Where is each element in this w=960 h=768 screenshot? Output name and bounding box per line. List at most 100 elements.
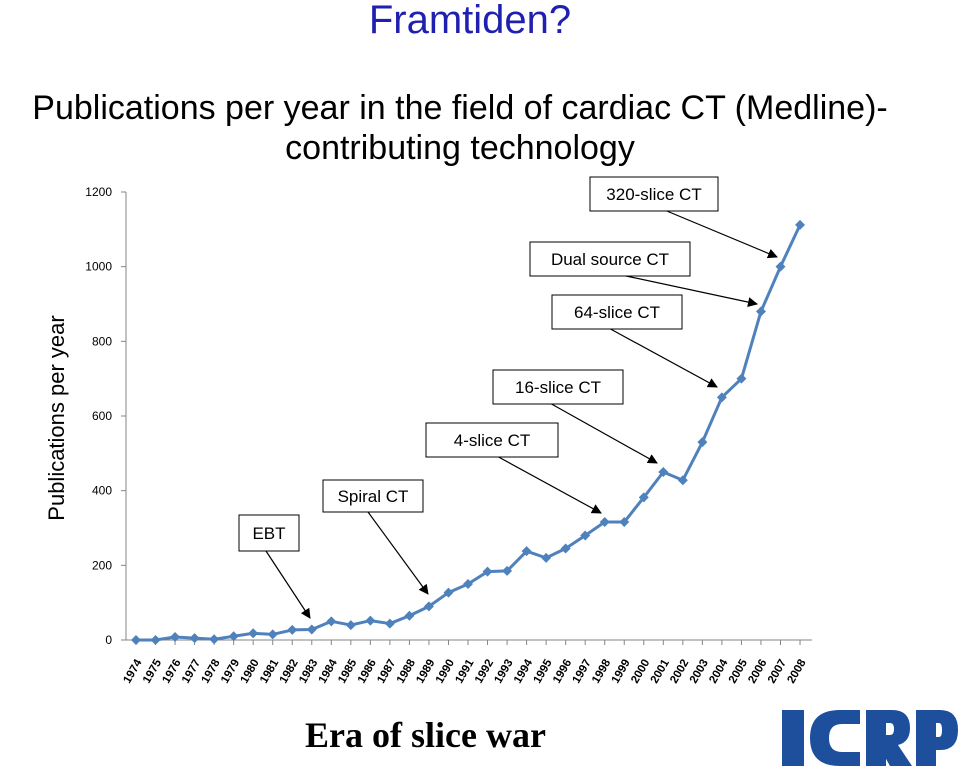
annotation-spiral-ct: Spiral CT — [322, 479, 429, 595]
data-point — [736, 373, 747, 384]
y-tick-label: 400 — [92, 484, 112, 498]
x-tick-label: 1975 — [141, 657, 164, 686]
data-point — [365, 615, 376, 626]
x-tick-label: 1997 — [571, 658, 594, 686]
data-point — [404, 610, 415, 621]
annotation-box — [529, 241, 691, 277]
chart-title: Publications per year in the field of ca… — [0, 88, 940, 168]
slide-title: Framtiden? — [368, 0, 572, 42]
x-tick-label: 1974 — [121, 657, 144, 686]
y-tick-label: 1200 — [85, 185, 112, 199]
data-point — [658, 467, 669, 477]
x-tick-label: 2007 — [766, 658, 789, 686]
annotation-label: 16-slice CT — [515, 378, 601, 397]
x-tick-label: 2001 — [649, 657, 672, 686]
x-tick-label: 1980 — [239, 658, 262, 686]
data-point — [384, 618, 395, 629]
x-tick-label: 1988 — [395, 657, 418, 686]
data-point — [638, 492, 649, 503]
y-tick-label: 0 — [105, 633, 112, 647]
footer-caption: Era of slice war — [305, 715, 546, 755]
x-tick-label: 1976 — [160, 658, 183, 686]
annotation-label: Dual source CT — [551, 250, 669, 269]
x-tick-label: 1996 — [551, 658, 574, 686]
x-tick-label: 1991 — [453, 657, 476, 686]
chart-title-line-1: Publications per year in the field of ca… — [32, 89, 888, 127]
data-point — [560, 543, 571, 554]
chart-title-line-2: contributing technology — [285, 129, 635, 167]
data-point — [463, 579, 474, 589]
annotation-box — [322, 479, 424, 513]
annotation-layer: EBT Spiral CT 4-slice CT 16-slice CT 64-slic… — [238, 176, 778, 619]
data-point — [170, 632, 181, 643]
annotation-arrow — [666, 210, 778, 259]
annotation-arrow — [367, 511, 429, 595]
annotation-arrow — [498, 456, 602, 514]
x-tick-label: 1983 — [297, 658, 320, 686]
data-point — [345, 620, 356, 631]
y-tick-label: 200 — [92, 558, 112, 572]
x-tick-label: 2000 — [629, 658, 652, 686]
annotation-label: EBT — [252, 524, 285, 543]
x-tick-label: 1979 — [219, 658, 242, 686]
data-point — [423, 601, 434, 612]
x-tick-label: 1977 — [180, 658, 203, 686]
data-point — [189, 633, 200, 644]
x-tick-label: 1998 — [590, 657, 613, 686]
x-tick-label: 2004 — [707, 657, 730, 686]
y-axis-label: Publications per year — [44, 315, 69, 520]
icrp-logo — [782, 710, 958, 766]
data-point — [619, 517, 630, 528]
annotation-arrow — [625, 275, 758, 308]
x-tick-label: 1986 — [356, 658, 379, 686]
data-point — [775, 261, 786, 272]
x-tick-label: 2008 — [785, 657, 808, 686]
data-point — [150, 635, 161, 645]
data-point — [287, 624, 298, 635]
series-layer — [131, 219, 806, 645]
data-point — [443, 587, 454, 598]
annotation-4-slice-ct: 4-slice CT — [425, 422, 602, 514]
annotation-box — [589, 176, 719, 212]
data-point — [306, 624, 317, 635]
data-point — [209, 634, 220, 645]
x-tick-label: 1992 — [473, 658, 496, 686]
annotation-label: 320-slice CT — [606, 185, 701, 204]
annotation-box — [551, 294, 683, 330]
x-tick-label: 1993 — [492, 658, 515, 686]
y-tick-label: 1000 — [85, 260, 112, 274]
annotation-arrow — [610, 328, 718, 388]
annotation-dual-source-ct: Dual source CT — [529, 241, 758, 308]
data-point — [131, 635, 141, 645]
annotation-arrow — [265, 550, 311, 619]
annotation-label: 4-slice CT — [454, 431, 531, 450]
x-tick-label: 1978 — [200, 657, 223, 686]
x-tick-label: 2002 — [668, 658, 691, 686]
annotation-ebt: EBT — [238, 514, 311, 619]
data-point — [716, 392, 727, 403]
data-point — [599, 517, 610, 528]
annotation-box — [238, 514, 300, 552]
annotation-320-slice-ct: 320-slice CT — [589, 176, 778, 259]
data-point — [502, 565, 513, 576]
data-point — [795, 219, 806, 230]
x-tick-label: 1995 — [532, 657, 555, 686]
x-tick-label: 2006 — [746, 658, 769, 686]
x-tick-label: 1985 — [336, 657, 359, 686]
data-point — [677, 475, 688, 486]
data-point — [755, 306, 766, 317]
x-tick-label: 1994 — [512, 657, 535, 686]
annotation-box — [492, 369, 624, 405]
data-point — [697, 437, 708, 448]
data-point — [326, 616, 337, 627]
data-point — [267, 629, 278, 640]
x-tick-label: 1982 — [278, 658, 301, 686]
x-tick-label: 1990 — [434, 658, 457, 686]
annotation-64-slice-ct: 64-slice CT — [551, 294, 718, 388]
x-tick-label: 1999 — [610, 658, 633, 686]
annotation-16-slice-ct: 16-slice CT — [492, 369, 658, 464]
annotation-label: 64-slice CT — [574, 303, 660, 322]
annotation-box — [425, 422, 559, 458]
data-point — [482, 566, 493, 577]
